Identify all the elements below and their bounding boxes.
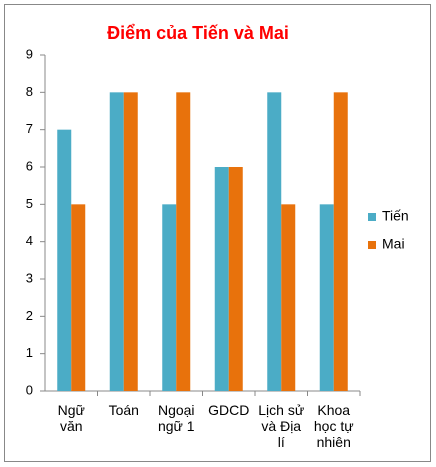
bar xyxy=(319,204,334,391)
x-tick-label: Ngoại ngữ 1 xyxy=(157,402,195,434)
bar xyxy=(214,167,229,391)
bar xyxy=(281,204,296,391)
bar xyxy=(333,92,348,391)
bar xyxy=(123,92,138,391)
y-tick-label: 9 xyxy=(26,46,33,61)
legend-label: Mai xyxy=(382,236,405,252)
bar xyxy=(71,204,86,391)
bar xyxy=(109,92,124,391)
y-tick-label: 5 xyxy=(26,196,33,211)
x-tick-label: Lịch sử và Địa lí xyxy=(258,402,305,450)
x-tick-label: Khoa học tự nhiên xyxy=(313,402,354,450)
y-tick-label: 4 xyxy=(26,233,33,248)
bar xyxy=(228,167,243,391)
bar xyxy=(176,92,191,391)
y-tick-label: 2 xyxy=(26,308,33,323)
x-tick-label: Ngữ văn xyxy=(57,402,85,434)
bar xyxy=(267,92,282,391)
y-tick-label: 8 xyxy=(26,84,33,99)
bar xyxy=(57,129,72,391)
bar xyxy=(162,204,177,391)
legend-swatch xyxy=(368,241,376,249)
y-tick-label: 7 xyxy=(26,121,33,136)
y-tick-label: 1 xyxy=(26,345,33,360)
x-tick-label: Toán xyxy=(108,402,139,418)
x-tick-label: GDCD xyxy=(208,402,250,418)
legend-swatch xyxy=(368,213,376,221)
chart-title: Điểm của Tiến và Mai xyxy=(107,23,289,43)
y-tick-label: 0 xyxy=(26,382,33,397)
y-tick-label: 3 xyxy=(26,270,33,285)
legend-label: Tiến xyxy=(382,208,409,224)
y-tick-label: 6 xyxy=(26,158,33,173)
